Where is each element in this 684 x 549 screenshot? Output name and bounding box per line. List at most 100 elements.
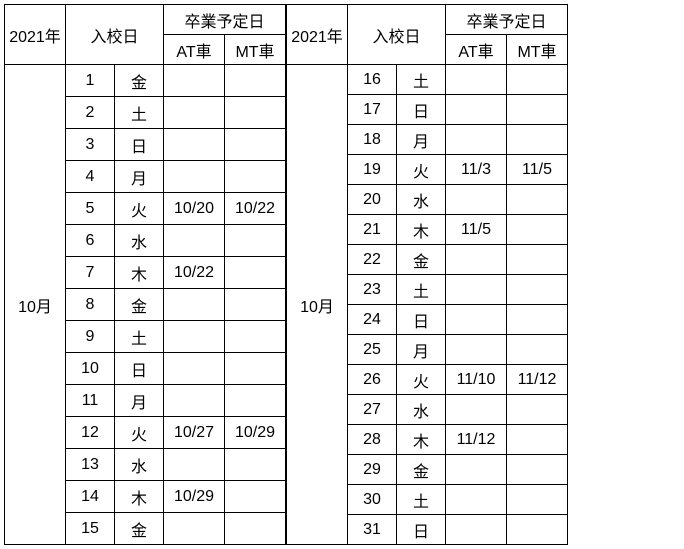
mt-cell xyxy=(507,485,568,515)
table-row: 10月16土 xyxy=(287,65,568,95)
at-header: AT車 xyxy=(164,35,225,65)
at-cell xyxy=(164,513,225,545)
weekday-cell: 日 xyxy=(397,95,446,125)
at-cell xyxy=(446,305,507,335)
at-cell xyxy=(446,245,507,275)
day-cell: 5 xyxy=(66,193,115,225)
at-cell xyxy=(164,225,225,257)
weekday-cell: 日 xyxy=(115,129,164,161)
day-cell: 8 xyxy=(66,289,115,321)
day-cell: 26 xyxy=(348,365,397,395)
weekday-cell: 火 xyxy=(115,417,164,449)
schedule-table-right: 2021年 入校日 卒業予定日 AT車 MT車 10月16土17日18月19火1… xyxy=(286,4,568,545)
day-cell: 9 xyxy=(66,321,115,353)
at-cell: 10/20 xyxy=(164,193,225,225)
mt-cell xyxy=(225,513,286,545)
weekday-cell: 土 xyxy=(397,485,446,515)
day-cell: 24 xyxy=(348,305,397,335)
grad-date-header: 卒業予定日 xyxy=(446,5,568,35)
mt-cell xyxy=(225,161,286,193)
weekday-cell: 日 xyxy=(397,515,446,545)
day-cell: 14 xyxy=(66,481,115,513)
weekday-cell: 金 xyxy=(115,289,164,321)
at-cell: 11/10 xyxy=(446,365,507,395)
mt-cell xyxy=(507,515,568,545)
at-cell xyxy=(446,485,507,515)
mt-cell: 10/29 xyxy=(225,417,286,449)
at-cell xyxy=(164,353,225,385)
at-cell: 11/12 xyxy=(446,425,507,455)
day-cell: 4 xyxy=(66,161,115,193)
mt-cell xyxy=(225,129,286,161)
year-header: 2021年 xyxy=(287,5,348,65)
day-cell: 10 xyxy=(66,353,115,385)
weekday-cell: 水 xyxy=(397,185,446,215)
mt-cell xyxy=(507,125,568,155)
enroll-date-header: 入校日 xyxy=(348,5,446,65)
day-cell: 21 xyxy=(348,215,397,245)
weekday-cell: 木 xyxy=(115,257,164,289)
day-cell: 22 xyxy=(348,245,397,275)
day-cell: 17 xyxy=(348,95,397,125)
weekday-cell: 木 xyxy=(115,481,164,513)
mt-cell xyxy=(507,395,568,425)
mt-cell xyxy=(225,449,286,481)
weekday-cell: 金 xyxy=(397,245,446,275)
mt-cell: 11/5 xyxy=(507,155,568,185)
weekday-cell: 月 xyxy=(397,335,446,365)
day-cell: 13 xyxy=(66,449,115,481)
mt-cell xyxy=(225,481,286,513)
at-cell xyxy=(164,65,225,97)
weekday-cell: 土 xyxy=(115,97,164,129)
mt-cell xyxy=(225,353,286,385)
at-cell: 10/27 xyxy=(164,417,225,449)
day-cell: 20 xyxy=(348,185,397,215)
weekday-cell: 土 xyxy=(115,321,164,353)
mt-header: MT車 xyxy=(507,35,568,65)
month-cell: 10月 xyxy=(5,65,66,545)
weekday-cell: 月 xyxy=(397,125,446,155)
mt-cell xyxy=(225,65,286,97)
day-cell: 7 xyxy=(66,257,115,289)
mt-cell xyxy=(507,425,568,455)
at-cell xyxy=(164,129,225,161)
day-cell: 6 xyxy=(66,225,115,257)
mt-cell xyxy=(225,385,286,417)
day-cell: 29 xyxy=(348,455,397,485)
weekday-cell: 土 xyxy=(397,275,446,305)
schedule-table-left: 2021年 入校日 卒業予定日 AT車 MT車 10月1金2土3日4月5火10/… xyxy=(4,4,286,545)
mt-cell xyxy=(225,289,286,321)
at-cell xyxy=(446,275,507,305)
mt-header: MT車 xyxy=(225,35,286,65)
day-cell: 11 xyxy=(66,385,115,417)
weekday-cell: 土 xyxy=(397,65,446,95)
at-cell xyxy=(164,289,225,321)
day-cell: 19 xyxy=(348,155,397,185)
mt-cell xyxy=(225,257,286,289)
mt-cell xyxy=(507,305,568,335)
at-cell xyxy=(446,395,507,425)
day-cell: 18 xyxy=(348,125,397,155)
weekday-cell: 水 xyxy=(397,395,446,425)
mt-cell xyxy=(225,321,286,353)
mt-cell: 10/22 xyxy=(225,193,286,225)
at-cell xyxy=(164,449,225,481)
table-row: 10月1金 xyxy=(5,65,286,97)
enroll-date-header: 入校日 xyxy=(66,5,164,65)
at-cell xyxy=(446,185,507,215)
day-cell: 28 xyxy=(348,425,397,455)
weekday-cell: 木 xyxy=(397,425,446,455)
month-cell: 10月 xyxy=(287,65,348,545)
mt-cell xyxy=(507,215,568,245)
mt-cell: 11/12 xyxy=(507,365,568,395)
weekday-cell: 日 xyxy=(397,305,446,335)
day-cell: 3 xyxy=(66,129,115,161)
at-cell xyxy=(446,515,507,545)
day-cell: 15 xyxy=(66,513,115,545)
at-cell xyxy=(446,95,507,125)
at-header: AT車 xyxy=(446,35,507,65)
day-cell: 16 xyxy=(348,65,397,95)
mt-cell xyxy=(507,65,568,95)
weekday-cell: 水 xyxy=(115,225,164,257)
grad-date-header: 卒業予定日 xyxy=(164,5,286,35)
